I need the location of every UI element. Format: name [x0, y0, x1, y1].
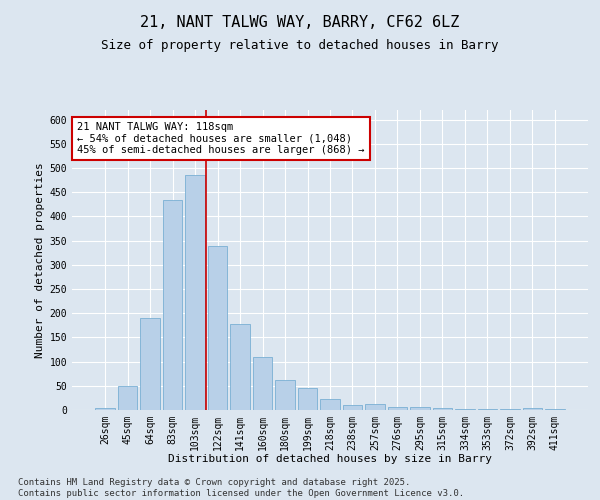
Y-axis label: Number of detached properties: Number of detached properties — [35, 162, 46, 358]
Bar — [275, 380, 295, 410]
Bar — [320, 400, 340, 410]
Text: Contains HM Land Registry data © Crown copyright and database right 2025.
Contai: Contains HM Land Registry data © Crown c… — [18, 478, 464, 498]
Bar — [298, 388, 317, 410]
Bar — [500, 409, 520, 410]
Bar — [523, 408, 542, 410]
Bar — [343, 405, 362, 410]
Bar — [208, 246, 227, 410]
Bar — [478, 408, 497, 410]
Bar — [163, 200, 182, 410]
Text: 21 NANT TALWG WAY: 118sqm
← 54% of detached houses are smaller (1,048)
45% of se: 21 NANT TALWG WAY: 118sqm ← 54% of detac… — [77, 122, 365, 155]
X-axis label: Distribution of detached houses by size in Barry: Distribution of detached houses by size … — [168, 454, 492, 464]
Bar — [455, 408, 475, 410]
Bar — [118, 386, 137, 410]
Bar — [185, 176, 205, 410]
Text: 21, NANT TALWG WAY, BARRY, CF62 6LZ: 21, NANT TALWG WAY, BARRY, CF62 6LZ — [140, 15, 460, 30]
Bar — [410, 407, 430, 410]
Bar — [433, 408, 452, 410]
Bar — [95, 408, 115, 410]
Bar — [545, 408, 565, 410]
Bar — [365, 404, 385, 410]
Bar — [253, 357, 272, 410]
Text: Size of property relative to detached houses in Barry: Size of property relative to detached ho… — [101, 39, 499, 52]
Bar — [388, 406, 407, 410]
Bar — [140, 318, 160, 410]
Bar — [230, 324, 250, 410]
